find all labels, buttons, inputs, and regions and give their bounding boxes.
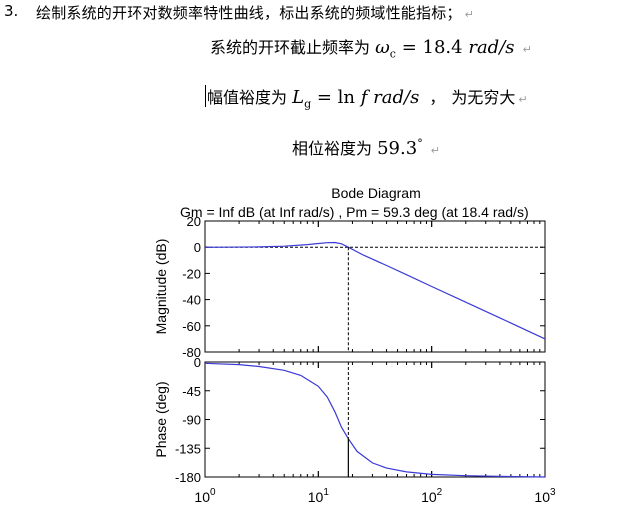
lg-subscript: g <box>304 97 312 111</box>
omega-subscript: c <box>389 47 396 61</box>
magnitude-y-tick-label: -80 <box>182 345 201 360</box>
phase-y-tick-label: -90 <box>182 413 201 428</box>
x-tick-label-exponent: 2 <box>437 487 443 498</box>
crossover-label: 系统的开环截止频率为 <box>210 38 371 57</box>
phase-margin-formula: 59.3° <box>377 137 423 159</box>
omega-symbol: ω <box>375 37 390 58</box>
lg-symbol: L <box>292 87 305 108</box>
ln-operator: ln <box>337 87 356 108</box>
magnitude-series-line <box>204 241 546 340</box>
x-tick-label-exponent: 1 <box>323 487 329 498</box>
phase-margin-label: 相位裕度为 <box>292 139 373 158</box>
magnitude-y-tick-label: 20 <box>187 214 201 229</box>
magnitude-axes-box <box>204 220 546 353</box>
phase-y-tick-label: 0 <box>194 355 201 370</box>
return-mark-icon: ↵ <box>522 43 532 56</box>
question-text-content: 绘制系统的开环对数频率特性曲线，标出系统的频域性能指标； <box>36 4 462 22</box>
phase-series-line <box>204 362 546 478</box>
magnitude-y-tick-label: -60 <box>182 319 201 334</box>
equals-sign: = <box>316 87 332 108</box>
x-tick-label-base: 10 <box>194 489 210 505</box>
chart-subtitle: Gm = Inf dB (at Inf rad/s) , Pm = 59.3 d… <box>180 204 529 220</box>
phase-y-tick-label: -135 <box>175 441 201 456</box>
phase-margin-line: 相位裕度为 59.3° ↵ <box>292 135 440 159</box>
f-symbol: f <box>360 87 368 108</box>
x-tick-label-base: 10 <box>534 489 550 505</box>
gain-margin-unit: rad/s <box>373 87 420 108</box>
magnitude-y-axis-label: Magnitude (dB) <box>153 239 169 335</box>
return-mark-icon: ↵ <box>518 93 528 106</box>
gain-margin-formula: Lg = ln f rad/s <box>292 87 420 111</box>
crossover-unit: rad/s <box>468 37 515 58</box>
gain-margin-label: 幅值裕度为 <box>207 88 288 107</box>
degree-symbol: ° <box>417 137 423 150</box>
crossover-formula: ωc = 18.4 rad/s <box>375 37 515 61</box>
phase-y-tick-label: -180 <box>175 470 201 485</box>
x-tick-label: 101 <box>308 487 330 505</box>
crossover-frequency-line: 系统的开环截止频率为 ωc = 18.4 rad/s ↵ <box>210 34 532 61</box>
equals-sign: = <box>401 37 417 58</box>
phase-y-tick-label: -45 <box>182 384 201 399</box>
question-text: 绘制系统的开环对数频率特性曲线，标出系统的频域性能指标； ↵ <box>36 2 474 23</box>
gain-margin-line: 幅值裕度为 Lg = ln f rad/s ， 为无穷大 ↵ <box>205 84 528 111</box>
gain-margin-suffix: 为无穷大 <box>451 88 516 107</box>
return-mark-icon: ↵ <box>430 144 440 157</box>
phase-axes-box <box>204 361 546 478</box>
x-tick-label: 103 <box>534 487 556 505</box>
phase-y-axis-label: Phase (deg) <box>153 381 169 457</box>
x-tick-label-exponent: 3 <box>550 487 556 498</box>
magnitude-y-tick-label: -20 <box>182 266 201 281</box>
magnitude-y-tick-label: 0 <box>194 240 201 255</box>
return-mark-icon: ↵ <box>464 8 475 21</box>
phase-margin-value: 59.3 <box>377 138 418 159</box>
x-tick-label-exponent: 0 <box>210 487 216 498</box>
x-tick-label: 100 <box>194 487 216 505</box>
x-tick-label-base: 10 <box>308 489 324 505</box>
x-tick-label-base: 10 <box>421 489 437 505</box>
x-tick-label: 102 <box>421 487 443 505</box>
chart-title: Bode Diagram <box>331 185 421 201</box>
crossover-value: 18.4 <box>422 37 463 58</box>
question-number: 3. <box>4 2 19 20</box>
comma-separator: ， <box>429 90 446 107</box>
text-cursor <box>205 85 206 107</box>
magnitude-y-tick-label: -40 <box>182 293 201 308</box>
